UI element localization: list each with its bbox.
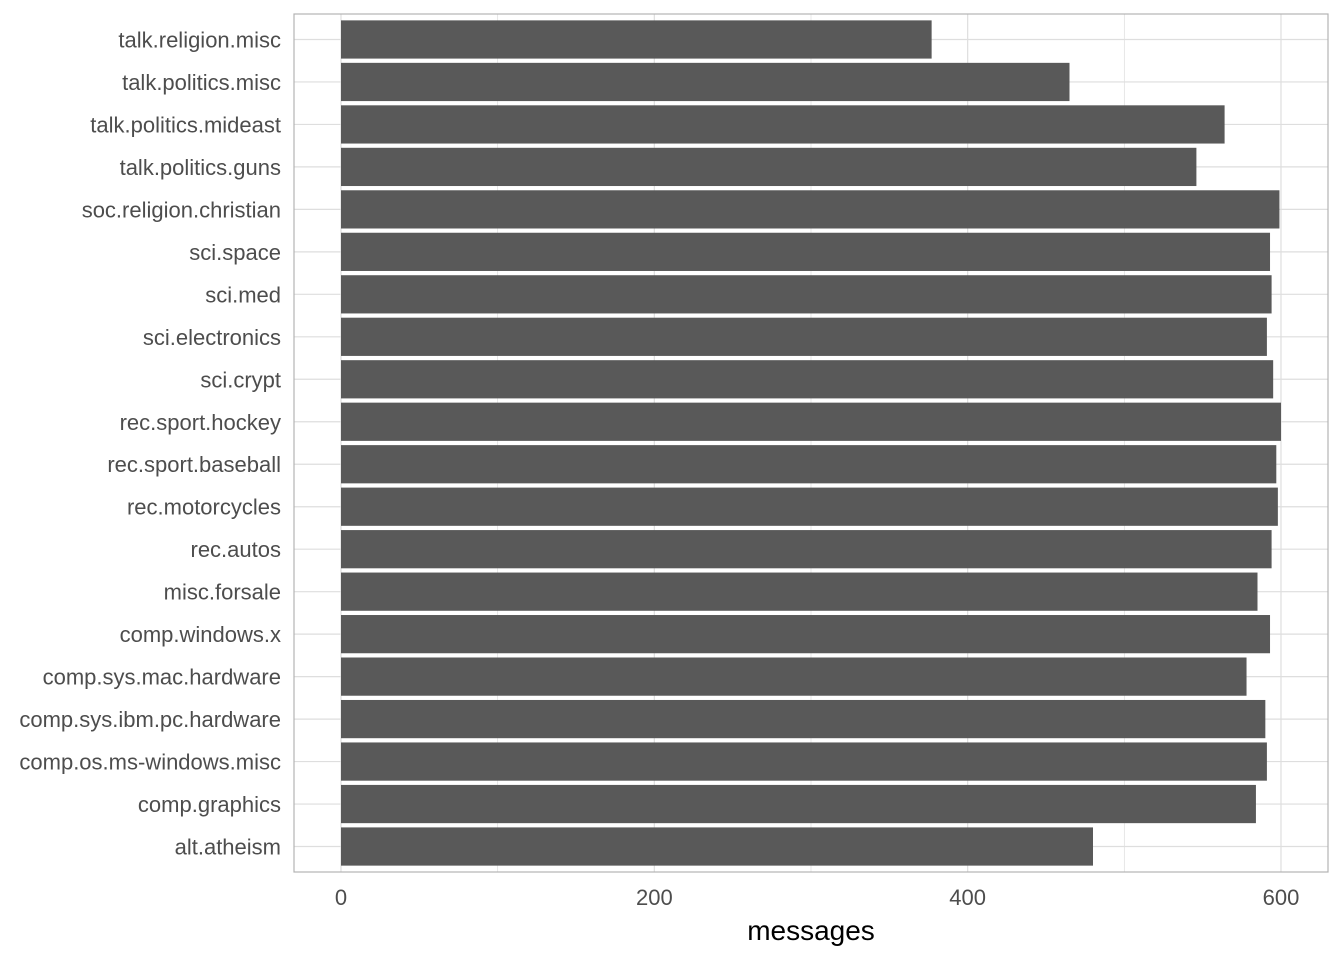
bar [341,147,1197,187]
x-tick-label: 0 [335,885,347,910]
bar [341,699,1266,739]
y-tick-labels: alt.atheism comp.graphics comp.os.ms-windo… [19,27,281,859]
bars-layer [341,20,1281,866]
y-tick-label: comp.os.ms-windows.misc [19,750,281,775]
bar [341,232,1271,271]
y-tick-label: soc.religion.christian [82,197,281,222]
y-tick-label: talk.politics.guns [120,155,281,180]
bar [341,402,1281,441]
y-tick-label: misc.forsale [164,580,281,605]
y-tick-label: talk.politics.mideast [90,112,281,137]
bar [341,317,1267,356]
bar [341,487,1278,526]
y-tick-label: alt.atheism [175,835,281,860]
x-axis-title: messages [747,915,875,946]
y-tick-label: comp.windows.x [120,622,281,647]
x-tick-labels: 0 200 400 600 [335,885,1299,910]
y-tick-label: comp.sys.ibm.pc.hardware [19,707,281,732]
bar [341,105,1225,144]
bar [341,20,932,59]
y-tick-label: rec.motorcycles [127,495,281,520]
y-tick-label: sci.med [205,282,281,307]
bar [341,360,1274,399]
y-tick-label: sci.space [189,240,281,265]
bar [341,445,1277,484]
y-tick-label: rec.autos [191,537,282,562]
y-tick-label: rec.sport.baseball [107,452,281,477]
y-tick-label: comp.graphics [138,792,281,817]
bar [341,615,1271,654]
bar [341,784,1256,824]
bar [341,827,1093,866]
y-tick-label: rec.sport.hockey [120,410,281,435]
bar [341,530,1272,569]
y-tick-label: sci.crypt [200,367,281,392]
x-tick-label: 600 [1263,885,1300,910]
x-tick-label: 400 [949,885,986,910]
x-tick-label: 200 [636,885,673,910]
bar [341,572,1258,611]
bar [341,275,1272,314]
bar [341,190,1280,229]
y-tick-label: talk.religion.misc [118,27,281,52]
y-tick-label: sci.electronics [143,325,281,350]
bar [341,62,1070,102]
bar [341,742,1267,781]
y-tick-label: talk.politics.misc [122,70,281,95]
panel-border [293,13,1329,873]
y-tick-label: comp.sys.mac.hardware [43,665,281,690]
bar [341,657,1247,696]
